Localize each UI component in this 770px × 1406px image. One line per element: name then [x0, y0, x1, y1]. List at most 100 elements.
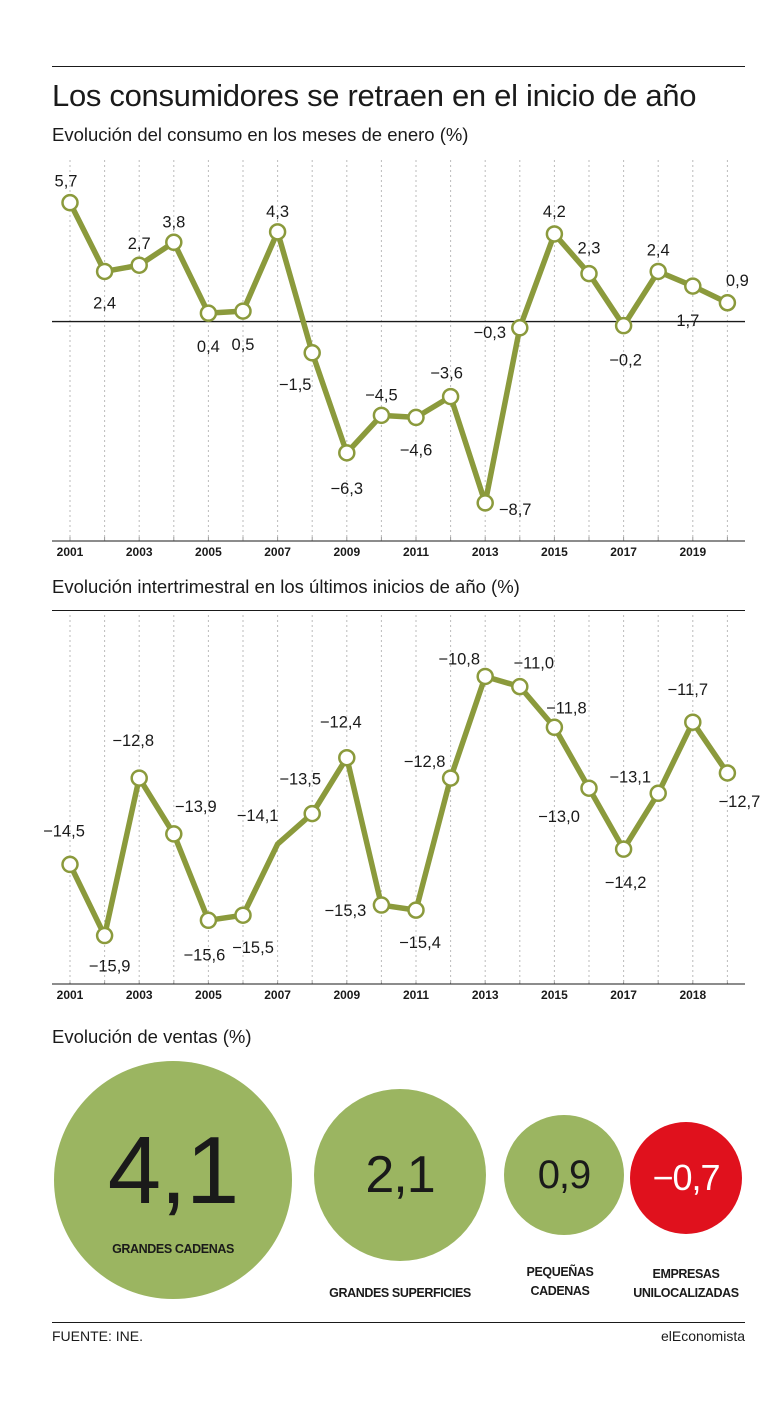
- data-label: −13,1: [609, 768, 651, 786]
- data-point: [649, 784, 667, 803]
- chart2-top-rule: [52, 610, 745, 611]
- chart1-consumo-enero: 2001 2003 2005 2007 2009 2011 2013 2015 2017 2019…: [52, 160, 749, 559]
- data-label: −10,8: [438, 650, 480, 668]
- bubble-label-line: GRANDES SUPERFICIES: [329, 1286, 471, 1300]
- x-tick-label: 2017: [610, 545, 637, 559]
- data-label: −15,9: [89, 958, 131, 976]
- chart1-title: Evolución del consumo en los meses de en…: [52, 124, 469, 145]
- bubble-value: −0,7: [652, 1157, 720, 1198]
- bubble-label-line: UNILOCALIZADAS: [633, 1286, 739, 1300]
- data-label: −0,2: [609, 352, 642, 370]
- x-tick-label: 2005: [195, 988, 222, 1002]
- data-point: [614, 316, 633, 335]
- data-point: [338, 748, 356, 767]
- data-point: [268, 223, 287, 241]
- data-point: [649, 262, 667, 281]
- x-tick-label: 2009: [333, 545, 360, 559]
- data-point: [545, 718, 564, 737]
- data-label: −15,5: [232, 939, 274, 957]
- data-label: −12,4: [320, 714, 362, 732]
- data-point: [165, 233, 183, 252]
- data-label: −13,9: [175, 798, 217, 816]
- data-point: [338, 444, 356, 462]
- data-label: −15,3: [325, 902, 367, 920]
- data-point: [199, 911, 218, 930]
- data-label: 1,7: [676, 312, 699, 330]
- data-point: [684, 277, 702, 295]
- data-point: [130, 769, 148, 787]
- data-point: [95, 926, 114, 945]
- data-label: −12,7: [719, 793, 761, 811]
- page-title: Los consumidores se retraen en el inicio…: [52, 78, 697, 113]
- data-point: [95, 262, 114, 281]
- x-tick-label: 2017: [610, 988, 637, 1002]
- data-label: −4,5: [365, 386, 398, 404]
- series-line: [67, 201, 729, 506]
- chart2-title: Evolución intertrimestral en los últimos…: [52, 576, 520, 597]
- bubble-label-line: PEQUEÑAS: [526, 1265, 594, 1279]
- x-tick-label: 2018: [679, 988, 706, 1002]
- data-label: 4,2: [543, 203, 566, 221]
- bubble-label-line: GRANDES CADENAS: [112, 1242, 234, 1256]
- chart2-intertrimestral: 2001 2003 2005 2007 2009 2011 2013 2015 2017 2018…: [43, 615, 761, 1002]
- data-point: [476, 494, 494, 512]
- data-label: 2,7: [128, 235, 151, 253]
- x-tick-label: 2011: [403, 988, 429, 1002]
- data-point: [441, 769, 460, 787]
- data-label: −15,4: [399, 934, 441, 952]
- x-tick-label: 2001: [57, 988, 84, 1002]
- data-point: [372, 406, 391, 425]
- x-tick-label: 2015: [541, 545, 568, 559]
- source-note: FUENTE: INE.: [52, 1328, 144, 1344]
- data-point: [407, 408, 425, 427]
- data-point: [545, 225, 564, 243]
- data-label: 4,3: [266, 203, 289, 221]
- data-label: −11,0: [514, 655, 555, 673]
- data-point: [407, 901, 425, 919]
- x-tick-label: 2001: [57, 545, 84, 559]
- data-point: [718, 764, 737, 782]
- data-point: [61, 855, 79, 874]
- bubble-value: 2,1: [365, 1146, 435, 1204]
- data-label: −12,8: [112, 732, 154, 750]
- data-label: 2,3: [578, 240, 601, 258]
- data-point: [511, 677, 529, 696]
- data-point: [511, 319, 529, 337]
- data-label: −14,1: [237, 807, 279, 825]
- data-label: 3,8: [162, 213, 185, 231]
- bubble-label: GRANDES SUPERFICIES: [329, 1284, 471, 1303]
- data-point: [165, 825, 183, 843]
- data-label: −8,7: [499, 501, 532, 519]
- data-label: 5,7: [55, 173, 78, 191]
- bubble-label: GRANDES CADENAS: [112, 1240, 234, 1259]
- x-tick-label: 2019: [679, 545, 706, 559]
- x-tick-label: 2011: [403, 545, 429, 559]
- x-tick-label: 2003: [126, 988, 153, 1002]
- data-label: −0,3: [474, 324, 507, 342]
- bubbles-title: Evolución de ventas (%): [52, 1026, 252, 1047]
- bubble-2: 2,1: [314, 1089, 486, 1261]
- data-label: −12,8: [404, 753, 446, 771]
- data-label: −6,3: [331, 480, 364, 498]
- x-tick-label: 2007: [264, 545, 291, 559]
- x-tick-label: 2007: [264, 988, 291, 1002]
- data-point: [61, 193, 79, 212]
- data-point: [718, 294, 737, 312]
- data-point: [580, 264, 598, 283]
- data-point: [684, 713, 702, 731]
- data-label: −3,6: [430, 365, 463, 383]
- data-point: [476, 667, 494, 686]
- bubble-label-line: EMPRESAS: [652, 1267, 720, 1281]
- series-line: [67, 673, 730, 939]
- data-label: 0,5: [232, 336, 255, 354]
- x-tick-label: 2005: [195, 545, 222, 559]
- data-label: 2,4: [647, 241, 670, 259]
- data-point: [580, 779, 598, 797]
- data-label: −1,5: [279, 376, 312, 394]
- bubble-label-line: CADENAS: [530, 1284, 590, 1298]
- data-label: 2,4: [93, 294, 116, 312]
- data-point: [199, 304, 218, 322]
- footer-rule: [52, 1322, 745, 1323]
- data-label: 0,4: [197, 338, 220, 356]
- bubble-1: 4,1: [54, 1061, 292, 1299]
